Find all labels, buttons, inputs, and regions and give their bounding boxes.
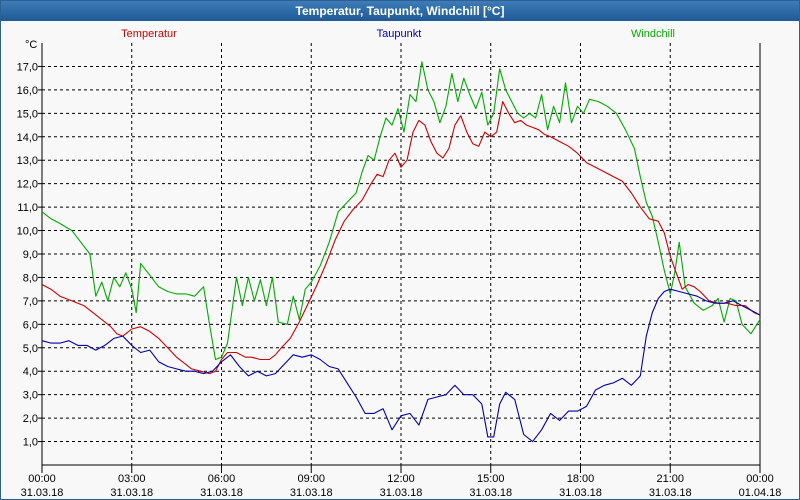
x-tick-date: 31.03.18: [290, 487, 333, 499]
y-tick-label: 5,0: [23, 343, 38, 355]
x-tick-time: 21:00: [656, 473, 684, 485]
y-tick-label: 4,0: [23, 366, 38, 378]
x-tick-date: 31.03.18: [649, 487, 692, 499]
y-tick-label: 9,0: [23, 249, 38, 261]
line-chart: °C 1,0 2,0 3,0 4,0 5,0 6,0 7,0 8,0 9,0 10,0 11,0 12,…: [17, 28, 782, 499]
y-tick-label: 8,0: [23, 272, 38, 284]
y-axis-unit: °C: [25, 39, 37, 51]
y-tick-label: 16,0: [17, 85, 38, 97]
y-tick-label: 6,0: [23, 319, 38, 331]
x-tick-labels: 00:00 31.03.18 03:00 31.03.18 06:00 31.03.18 0…: [21, 465, 782, 499]
x-tick-date: 31.03.18: [110, 487, 153, 499]
x-tick-date: 31.03.18: [21, 487, 64, 499]
x-tick-time: 12:00: [387, 473, 415, 485]
y-tick-label: 2,0: [23, 413, 38, 425]
legend-item-windchill: Windchill: [631, 28, 675, 40]
y-tick-label: 12,0: [17, 179, 38, 191]
legend-item-temperatur: Temperatur: [121, 28, 177, 40]
y-tick-label: 17,0: [17, 61, 38, 73]
legend-item-taupunkt: Taupunkt: [377, 28, 422, 40]
window-title: Temperatur, Taupunkt, Windchill [°C]: [1, 1, 799, 21]
series-line-temperatur: [41, 101, 761, 375]
x-tick-time: 09:00: [297, 473, 325, 485]
y-tick-label: 10,0: [17, 226, 38, 238]
grid: [41, 43, 761, 465]
x-tick-date: 31.03.18: [380, 487, 423, 499]
y-tick-label: 15,0: [17, 108, 38, 120]
x-tick-time: 15:00: [477, 473, 505, 485]
y-tick-label: 3,0: [23, 390, 38, 402]
y-tick-label: 14,0: [17, 132, 38, 144]
y-tick-label: 11,0: [17, 202, 38, 214]
x-tick-date: 31.03.18: [469, 487, 512, 499]
series-line-windchill: [41, 61, 761, 361]
x-tick-time: 06:00: [208, 473, 236, 485]
y-tick-label: 13,0: [17, 155, 38, 167]
legend: Temperatur Taupunkt Windchill: [121, 28, 675, 40]
y-tick-label: 7,0: [23, 296, 38, 308]
series-line-taupunkt: [41, 288, 761, 443]
x-tick-date: 31.03.18: [200, 487, 243, 499]
x-tick-time: 00:00: [746, 473, 774, 485]
x-tick-time: 03:00: [118, 473, 146, 485]
x-tick-date: 01.04.18: [739, 487, 782, 499]
x-tick-time: 00:00: [28, 473, 56, 485]
axes: [41, 43, 761, 473]
x-tick-time: 18:00: [567, 473, 595, 485]
x-tick-date: 31.03.18: [559, 487, 602, 499]
y-tick-labels: °C 1,0 2,0 3,0 4,0 5,0 6,0 7,0 8,0 9,0 10,0 11,0 12,…: [17, 39, 42, 449]
series-lines: [41, 61, 761, 443]
y-tick-label: 1,0: [23, 437, 38, 449]
